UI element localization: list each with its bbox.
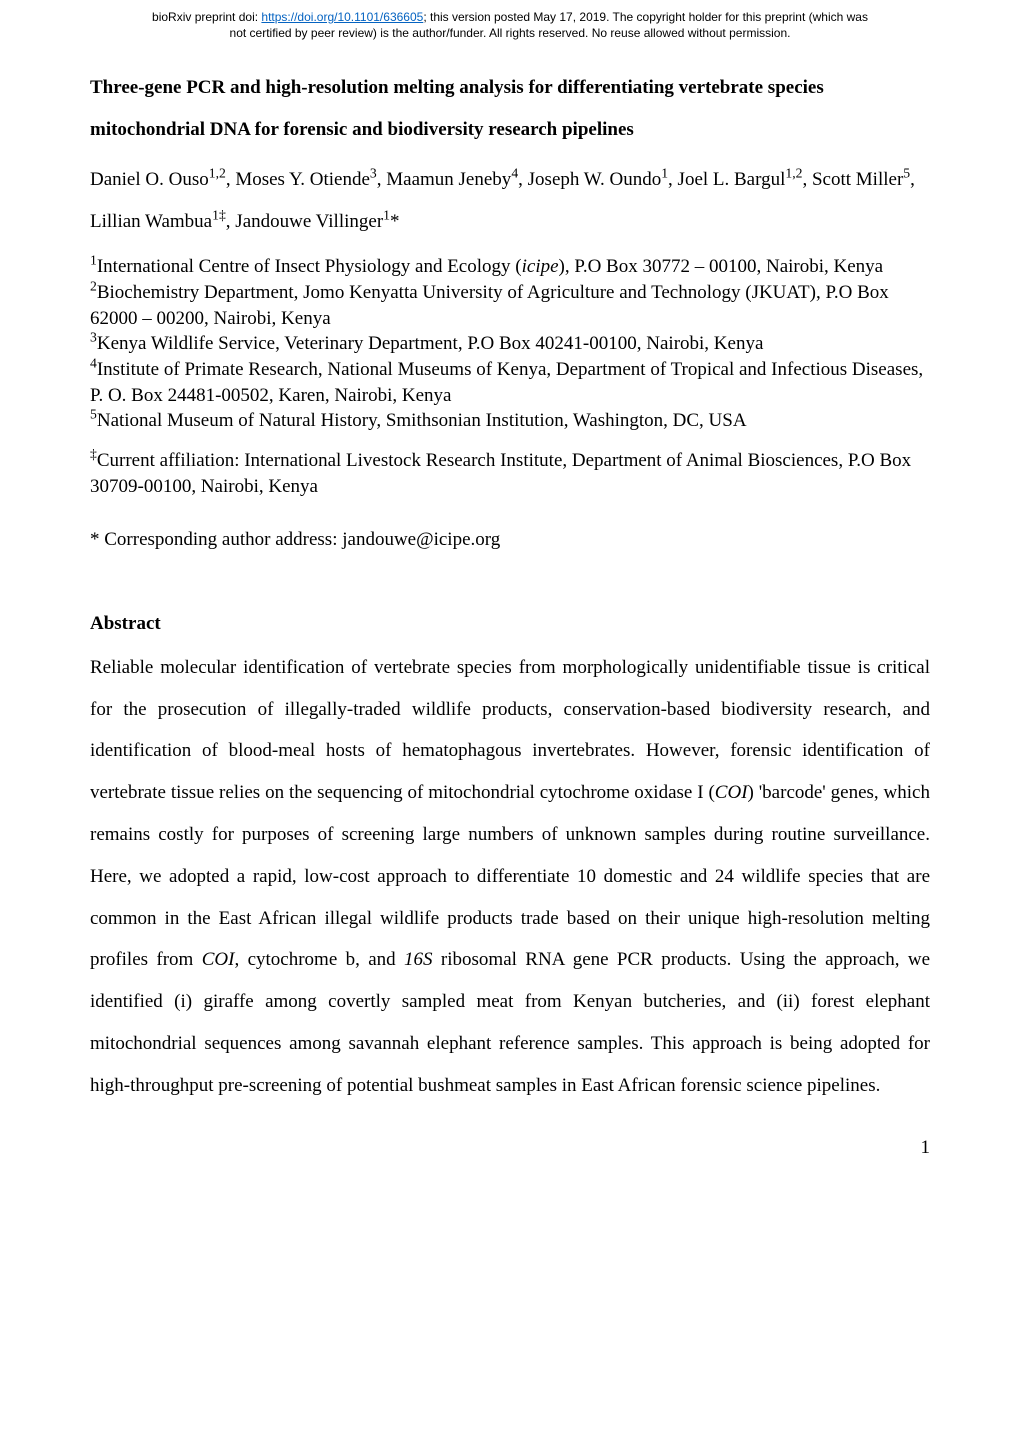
abstract-16s: 16S (404, 949, 433, 970)
affil-3-num: 3 (90, 330, 97, 345)
author-2-sup: 3 (370, 165, 377, 180)
preprint-header: bioRxiv preprint doi: https://doi.org/10… (0, 0, 1020, 47)
author-6: Scott Miller (812, 169, 903, 190)
abstract-p2: ) 'barcode' genes, which remains costly … (90, 782, 930, 970)
author-8: Jandouwe Villinger (235, 211, 383, 232)
current-affiliation: ‡Current affiliation: International Live… (90, 448, 930, 499)
affil-1a: International Centre of Insect Physiolog… (97, 256, 522, 277)
title-line2: mitochondrial DNA for forensic and biodi… (90, 119, 634, 140)
page-content: Three-gene PCR and high-resolution melti… (0, 47, 1020, 1126)
current-affil-mark: ‡ (90, 447, 97, 462)
author-7-sup: 1‡ (212, 207, 226, 222)
author-7: Lillian Wambua (90, 211, 212, 232)
author-3-sup: 4 (511, 165, 518, 180)
author-1-sup: 1,2 (209, 165, 226, 180)
affil-2: Biochemistry Department, Jomo Kenyatta U… (90, 282, 889, 329)
preprint-line2: not certified by peer review) is the aut… (230, 26, 791, 40)
author-5-sup: 1,2 (785, 165, 802, 180)
abstract-coi-1: COI (715, 782, 748, 803)
affil-4-num: 4 (90, 356, 97, 371)
affil-1-num: 1 (90, 253, 97, 268)
preprint-doi-link[interactable]: https://doi.org/10.1101/636605 (261, 10, 423, 24)
abstract-body: Reliable molecular identification of ver… (90, 647, 930, 1107)
author-list: Daniel O. Ouso1,2, Moses Y. Otiende3, Ma… (90, 159, 930, 243)
author-5: Joel L. Bargul (678, 169, 786, 190)
affil-3: Kenya Wildlife Service, Veterinary Depar… (97, 333, 764, 354)
preprint-line1-prefix: bioRxiv preprint doi: (152, 10, 261, 24)
author-1: Daniel O. Ouso (90, 169, 209, 190)
page-number: 1 (0, 1127, 1020, 1179)
corresponding-author: * Corresponding author address: jandouwe… (90, 527, 930, 553)
current-affil-text: Current affiliation: International Lives… (90, 450, 911, 497)
affil-4: Institute of Primate Research, National … (90, 359, 923, 406)
affil-1c: ), P.O Box 30772 – 00100, Nairobi, Kenya (559, 256, 884, 277)
author-8-mark: * (390, 211, 400, 232)
affiliations: 1International Centre of Insect Physiolo… (90, 254, 930, 433)
author-8-sup: 1 (383, 207, 390, 222)
title-line1: Three-gene PCR and high-resolution melti… (90, 77, 824, 98)
affil-5-num: 5 (90, 407, 97, 422)
affil-5: National Museum of Natural History, Smit… (97, 410, 747, 431)
author-4: Joseph W. Oundo (528, 169, 662, 190)
abstract-heading: Abstract (90, 613, 930, 635)
author-2: Moses Y. Otiende (235, 169, 370, 190)
author-6-sup: 5 (903, 165, 910, 180)
abstract-coi-2: COI (202, 949, 235, 970)
abstract-p4: ribosomal RNA gene PCR products. Using t… (90, 949, 930, 1095)
affil-1-icipe: icipe (522, 256, 559, 277)
author-3: Maamun Jeneby (386, 169, 511, 190)
abstract-p3: , cytochrome b, and (234, 949, 404, 970)
author-4-sup: 1 (661, 165, 668, 180)
preprint-line1-suffix: ; this version posted May 17, 2019. The … (423, 10, 868, 24)
affil-2-num: 2 (90, 279, 97, 294)
paper-title: Three-gene PCR and high-resolution melti… (90, 67, 930, 151)
